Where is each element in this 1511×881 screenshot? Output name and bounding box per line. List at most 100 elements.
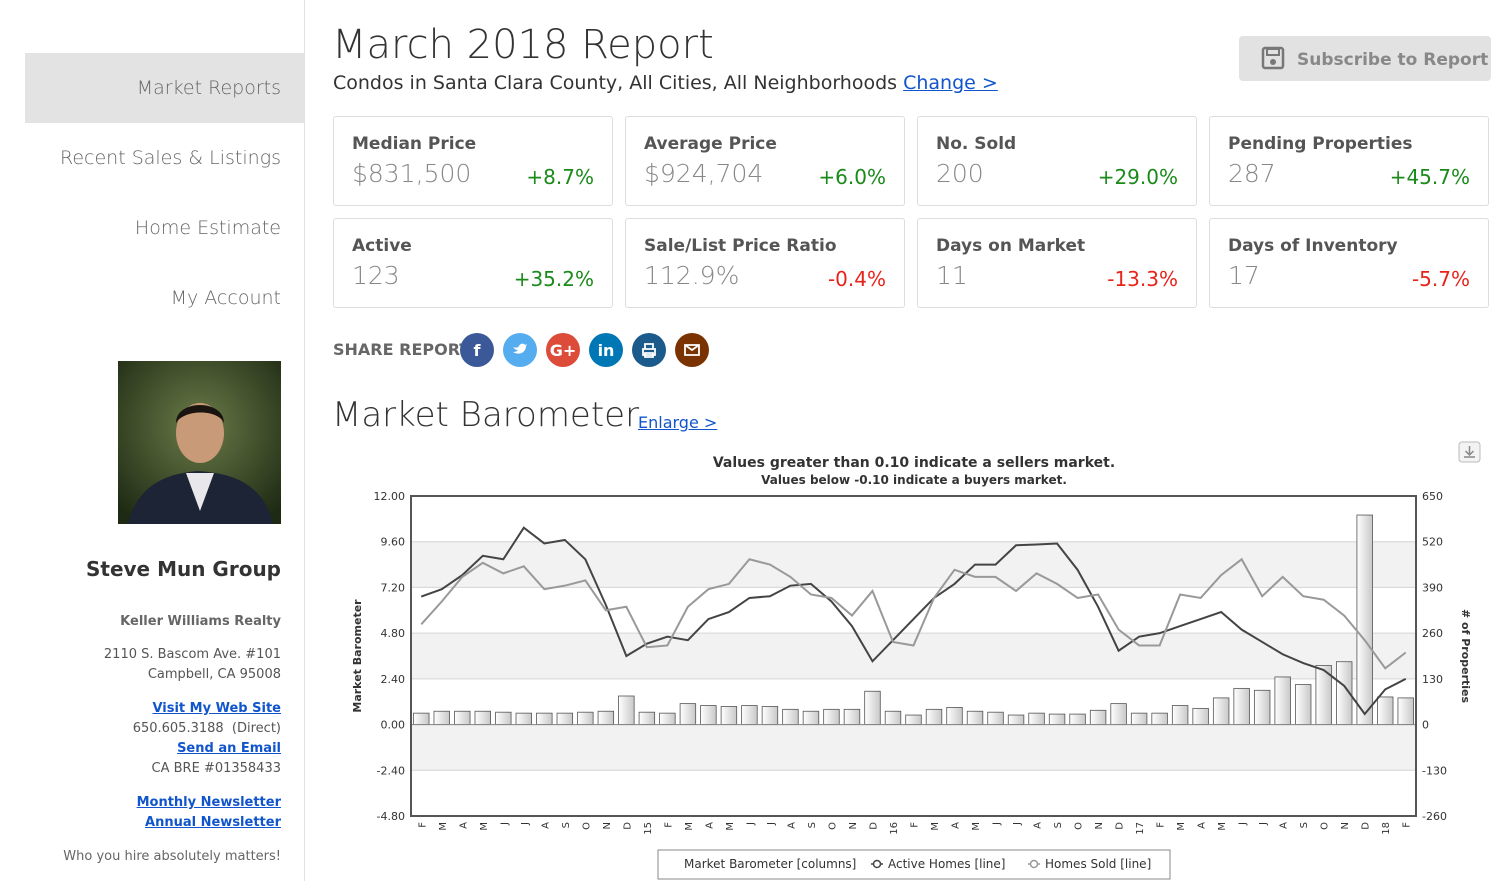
stat-card: Pending Properties 287 +45.7% — [1209, 116, 1489, 206]
x-tick-label: O — [827, 822, 838, 830]
stat-change: -5.7% — [1411, 267, 1470, 291]
stat-change: +45.7% — [1389, 165, 1470, 189]
x-tick-label: 18 — [1381, 822, 1392, 835]
y-tick-label: -2.40 — [377, 764, 405, 777]
bar — [1028, 712, 1045, 725]
x-tick-label: S — [807, 822, 818, 828]
bar — [638, 711, 656, 725]
phone: 650.605.3188 (Direct) — [132, 721, 281, 736]
newsletter-link[interactable]: Monthly Newsletter — [136, 795, 281, 810]
x-tick-label: D — [1115, 822, 1126, 830]
x-tick-label: A — [704, 822, 715, 829]
share-glyph: f — [474, 341, 482, 360]
save-icon — [1261, 46, 1285, 70]
stat-card: Median Price $831,500 +8.7% — [333, 116, 613, 206]
stat-change: +29.0% — [1097, 165, 1178, 189]
nav-item[interactable]: Market Reports — [25, 53, 304, 123]
legend-item: Homes Sold [line] — [1028, 857, 1151, 871]
x-tick-label: A — [1279, 822, 1290, 829]
stat-change: +8.7% — [526, 165, 594, 189]
share-icon[interactable]: f — [460, 333, 494, 367]
company: Keller Williams Realty — [120, 614, 281, 629]
x-tick-label: M — [1176, 822, 1187, 831]
sidebar: Market Reports Recent Sales & Listings H… — [0, 0, 305, 881]
stat-label: Average Price — [644, 134, 777, 154]
share-icon[interactable]: in — [589, 333, 623, 367]
share-icon[interactable] — [503, 333, 537, 367]
bar — [1048, 713, 1066, 725]
enlarge-link[interactable]: Enlarge > — [638, 413, 718, 432]
plot-band — [411, 541, 1416, 588]
stat-value: $924,704 — [644, 159, 764, 188]
bar — [987, 711, 1004, 725]
share-circle — [589, 333, 623, 367]
x-tick-label: J — [1238, 822, 1249, 826]
bar — [577, 711, 594, 725]
x-tick-label: N — [602, 822, 613, 829]
bar — [720, 706, 738, 725]
x-tick-label: J — [766, 822, 777, 826]
x-tick-label: M — [725, 822, 736, 831]
share-icon[interactable]: G+ — [546, 333, 580, 367]
nav-item[interactable]: My Account — [170, 287, 281, 309]
newsletter-link[interactable]: Annual Newsletter — [145, 815, 281, 830]
bar — [618, 695, 635, 725]
subscribe-button[interactable]: Subscribe to Report — [1239, 36, 1491, 81]
bar — [966, 710, 984, 725]
y2-tick-label: -260 — [1422, 810, 1447, 823]
x-tick-label: F — [417, 822, 428, 828]
stat-card: Active 123 +35.2% — [333, 218, 613, 308]
bar — [1171, 705, 1189, 725]
y-tick-label: 7.20 — [381, 581, 406, 594]
bar — [659, 712, 676, 725]
stat-value: 287 — [1228, 159, 1276, 188]
nav-item[interactable]: Home Estimate — [134, 217, 281, 239]
share-icon[interactable] — [675, 333, 709, 367]
bar — [1295, 684, 1312, 725]
x-tick-label: J — [520, 822, 531, 826]
y2-tick-label: 0 — [1422, 719, 1429, 732]
bar — [843, 708, 861, 725]
x-tick-label: 15 — [643, 822, 654, 835]
bar — [1253, 689, 1271, 725]
bar — [925, 708, 943, 725]
bar — [1233, 687, 1250, 725]
x-tick-label: 16 — [889, 822, 900, 835]
website-link[interactable]: Visit My Web Site — [152, 701, 281, 716]
legend-marker — [872, 859, 882, 869]
share-icon[interactable] — [632, 333, 666, 367]
y-axis-title: Market Barometer — [351, 599, 364, 713]
bar — [905, 714, 922, 725]
stat-change: +35.2% — [513, 267, 594, 291]
x-tick-label: J — [745, 822, 756, 826]
x-tick-label: F — [910, 822, 921, 828]
legend-marker — [1029, 859, 1039, 869]
chart-subtitle: Values below -0.10 indicate a buyers mar… — [761, 473, 1067, 487]
change-link[interactable]: Change > — [903, 72, 998, 94]
x-tick-label: M — [971, 822, 982, 831]
y-tick-label: 4.80 — [381, 627, 406, 640]
bar — [474, 710, 491, 725]
stat-value: $831,500 — [352, 159, 472, 188]
legend-box — [657, 849, 1171, 880]
bar — [1356, 514, 1373, 725]
share-glyph — [513, 343, 527, 354]
bar — [1089, 709, 1107, 725]
bar — [1151, 712, 1168, 725]
share-circle — [460, 333, 494, 367]
x-tick-label: A — [786, 822, 797, 829]
subscribe-label: Subscribe to Report — [1297, 50, 1489, 70]
export-button[interactable] — [1458, 441, 1481, 463]
x-tick-label: D — [622, 822, 633, 830]
email-link[interactable]: Send an Email — [177, 741, 281, 756]
stat-value: 123 — [352, 261, 400, 290]
stat-card: Days of Inventory 17 -5.7% — [1209, 218, 1489, 308]
stat-label: Pending Properties — [1228, 134, 1413, 154]
stat-value: 17 — [1228, 261, 1260, 290]
x-tick-label: O — [581, 822, 592, 830]
plot-border — [410, 495, 1417, 817]
nav-item[interactable]: Recent Sales & Listings — [59, 147, 281, 169]
share-glyph — [642, 343, 656, 358]
x-tick-label: N — [848, 822, 859, 829]
